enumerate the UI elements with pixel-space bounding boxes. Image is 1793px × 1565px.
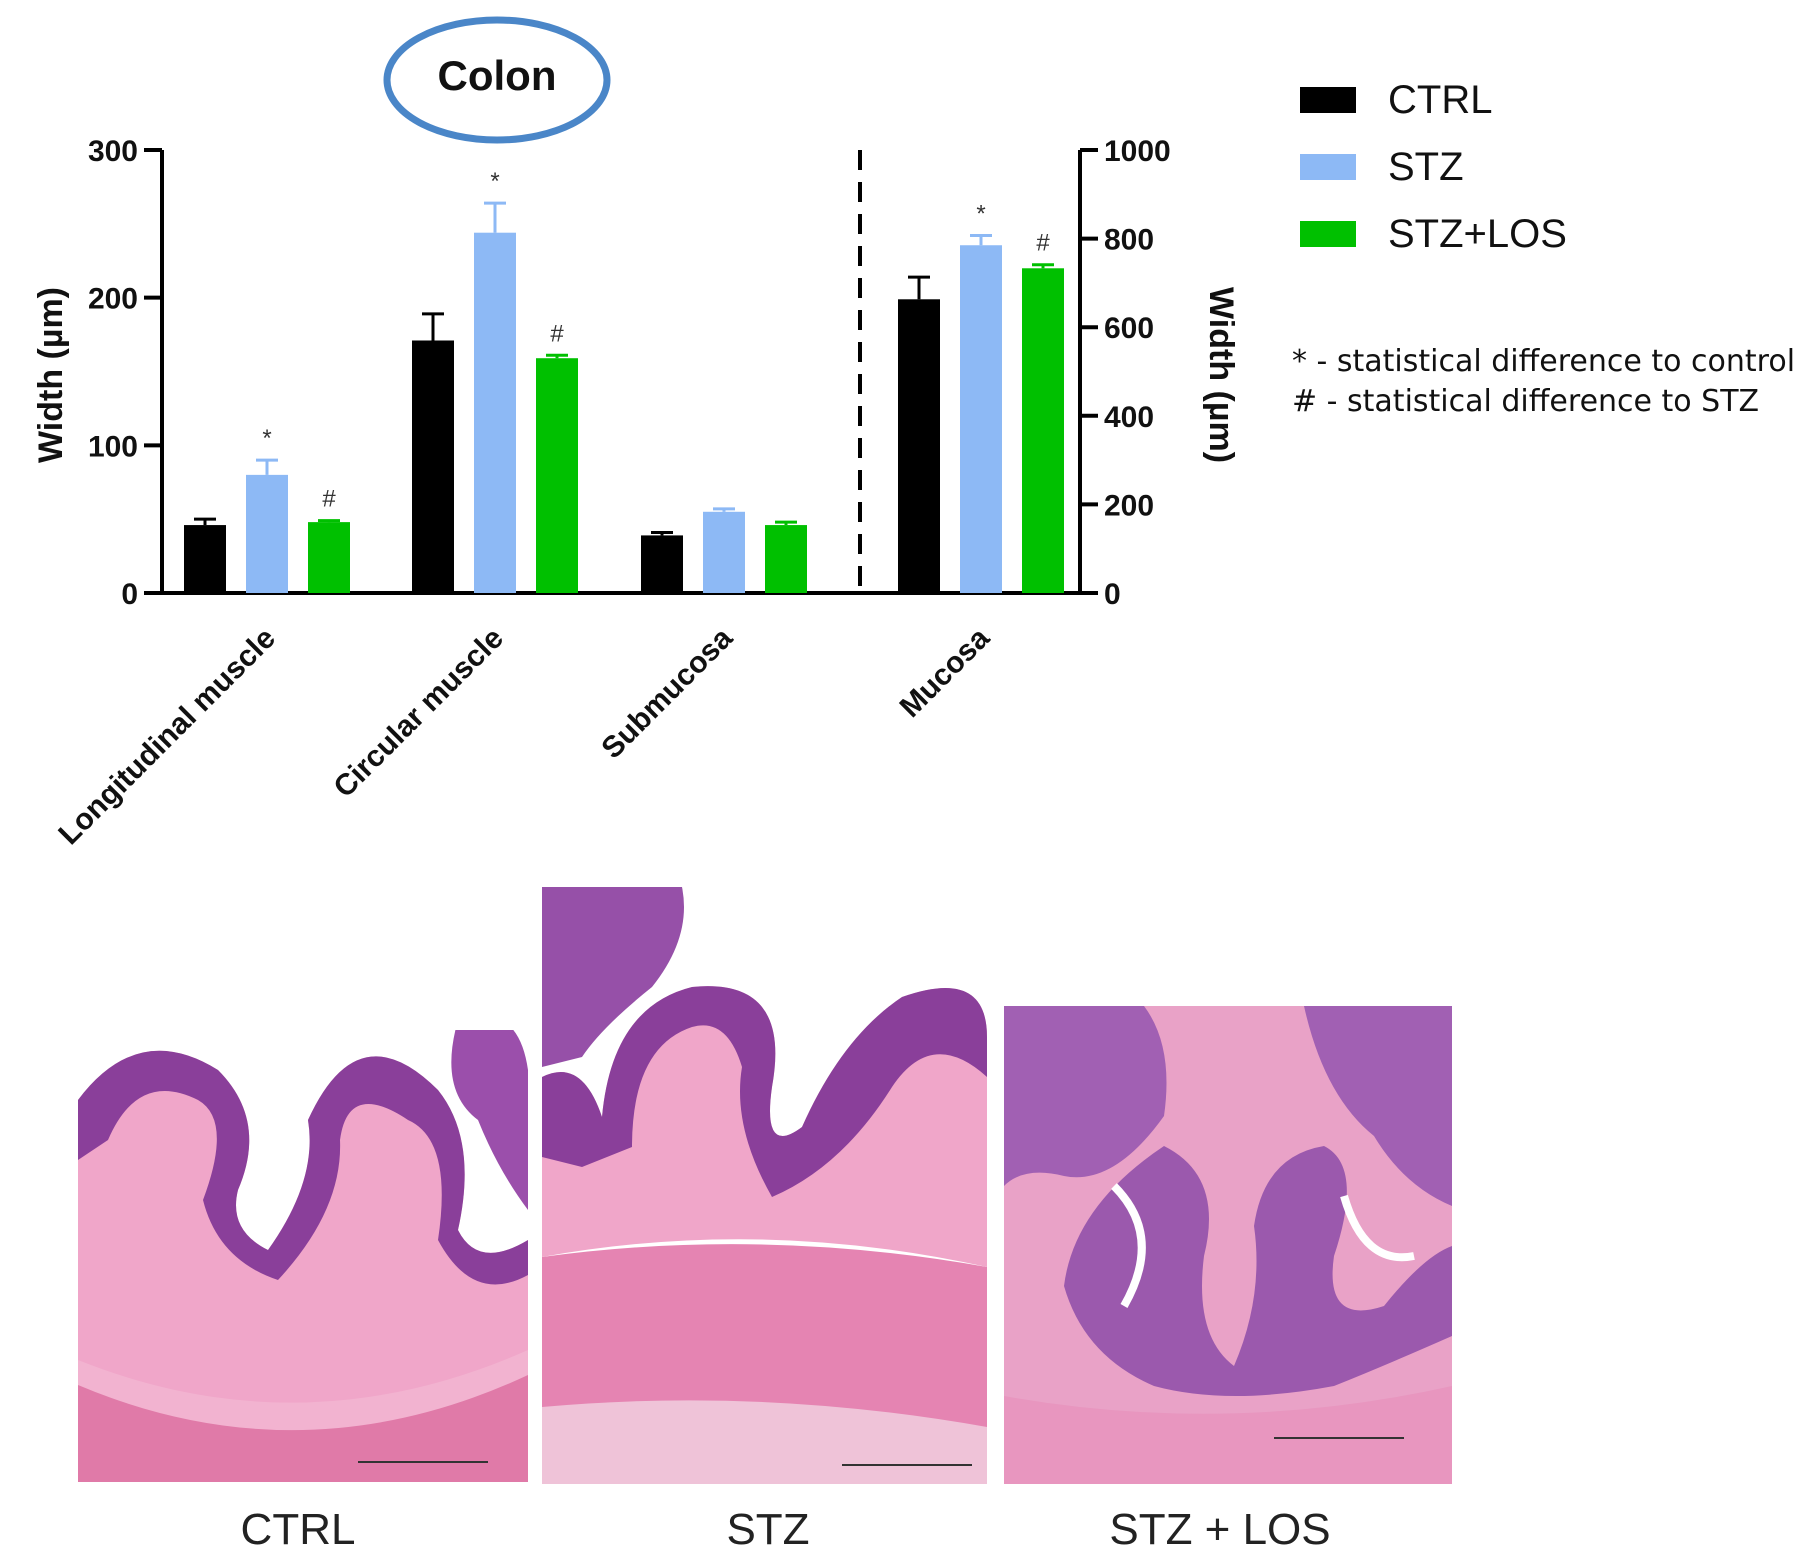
micrograph-caption-stz-los: STZ + LOS	[1109, 1505, 1331, 1554]
micrograph-stz	[542, 887, 987, 1484]
bar-chart: Colon Width (µm) Width (µm) 0 100 200 300 0 2…	[32, 16, 1240, 852]
x-category-label: Circular muscle	[327, 622, 510, 805]
chart-title: Colon	[438, 52, 557, 99]
legend-item-ctrl: CTRL	[1300, 77, 1493, 122]
significance-mark: *	[976, 200, 985, 227]
micrograph-caption-ctrl: CTRL	[240, 1505, 356, 1554]
right-y-tick-label: 1000	[1104, 135, 1171, 168]
micrograph-ctrl	[78, 1030, 528, 1482]
micrograph-stz-los	[1004, 1006, 1452, 1484]
right-y-tick-label: 400	[1104, 401, 1154, 434]
significance-mark: *	[262, 425, 271, 452]
micrograph-ctrl-image	[78, 1030, 528, 1482]
bar	[536, 358, 578, 593]
bar	[246, 474, 288, 593]
legend-swatch-stz	[1300, 154, 1356, 180]
micrograph-stz-los-image	[1004, 1006, 1452, 1484]
legend-label-ctrl: CTRL	[1388, 77, 1493, 122]
bar	[765, 525, 807, 593]
significance-mark: *	[490, 168, 499, 195]
micrograph-caption-stz: STZ	[726, 1505, 810, 1554]
note-star: * - statistical difference to control	[1292, 344, 1793, 379]
title-highlight-ellipse	[383, 16, 611, 144]
x-category-label: Submucosa	[595, 621, 739, 765]
bar	[1022, 268, 1064, 593]
x-category-label: Mucosa	[894, 621, 997, 724]
significance-mark: #	[322, 486, 336, 513]
legend-item-stz-los: STZ+LOS	[1300, 211, 1567, 256]
right-y-tick-label: 0	[1104, 578, 1121, 611]
right-y-tick-label: 200	[1104, 489, 1154, 522]
left-axis-label: Width (µm)	[32, 287, 70, 463]
micrograph-stz-image	[542, 887, 987, 1484]
bar	[703, 511, 745, 593]
bar	[412, 340, 454, 593]
right-y-tick-label: 800	[1104, 224, 1154, 257]
x-category-label: Longitudinal muscle	[52, 622, 282, 852]
note-hash: # - statistical difference to STZ	[1292, 384, 1760, 419]
bar	[474, 232, 516, 593]
left-y-tick-label: 300	[88, 135, 138, 168]
legend-swatch-stz-los	[1300, 221, 1356, 247]
significance-mark: #	[550, 320, 564, 347]
bar	[641, 535, 683, 593]
left-y-tick-label: 200	[88, 283, 138, 316]
legend-swatch-ctrl	[1300, 87, 1356, 113]
left-y-tick-label: 100	[88, 430, 138, 463]
right-axis-label: Width (µm)	[1202, 287, 1240, 463]
bar	[960, 245, 1002, 593]
left-y-tick-label: 0	[121, 578, 138, 611]
bar	[308, 522, 350, 593]
bar	[184, 525, 226, 593]
legend-item-stz: STZ	[1300, 144, 1464, 189]
legend-label-stz-los: STZ+LOS	[1388, 211, 1567, 256]
significance-mark: #	[1036, 230, 1050, 257]
bar	[898, 299, 940, 593]
right-y-tick-label: 600	[1104, 312, 1154, 345]
legend-label-stz: STZ	[1388, 144, 1464, 189]
